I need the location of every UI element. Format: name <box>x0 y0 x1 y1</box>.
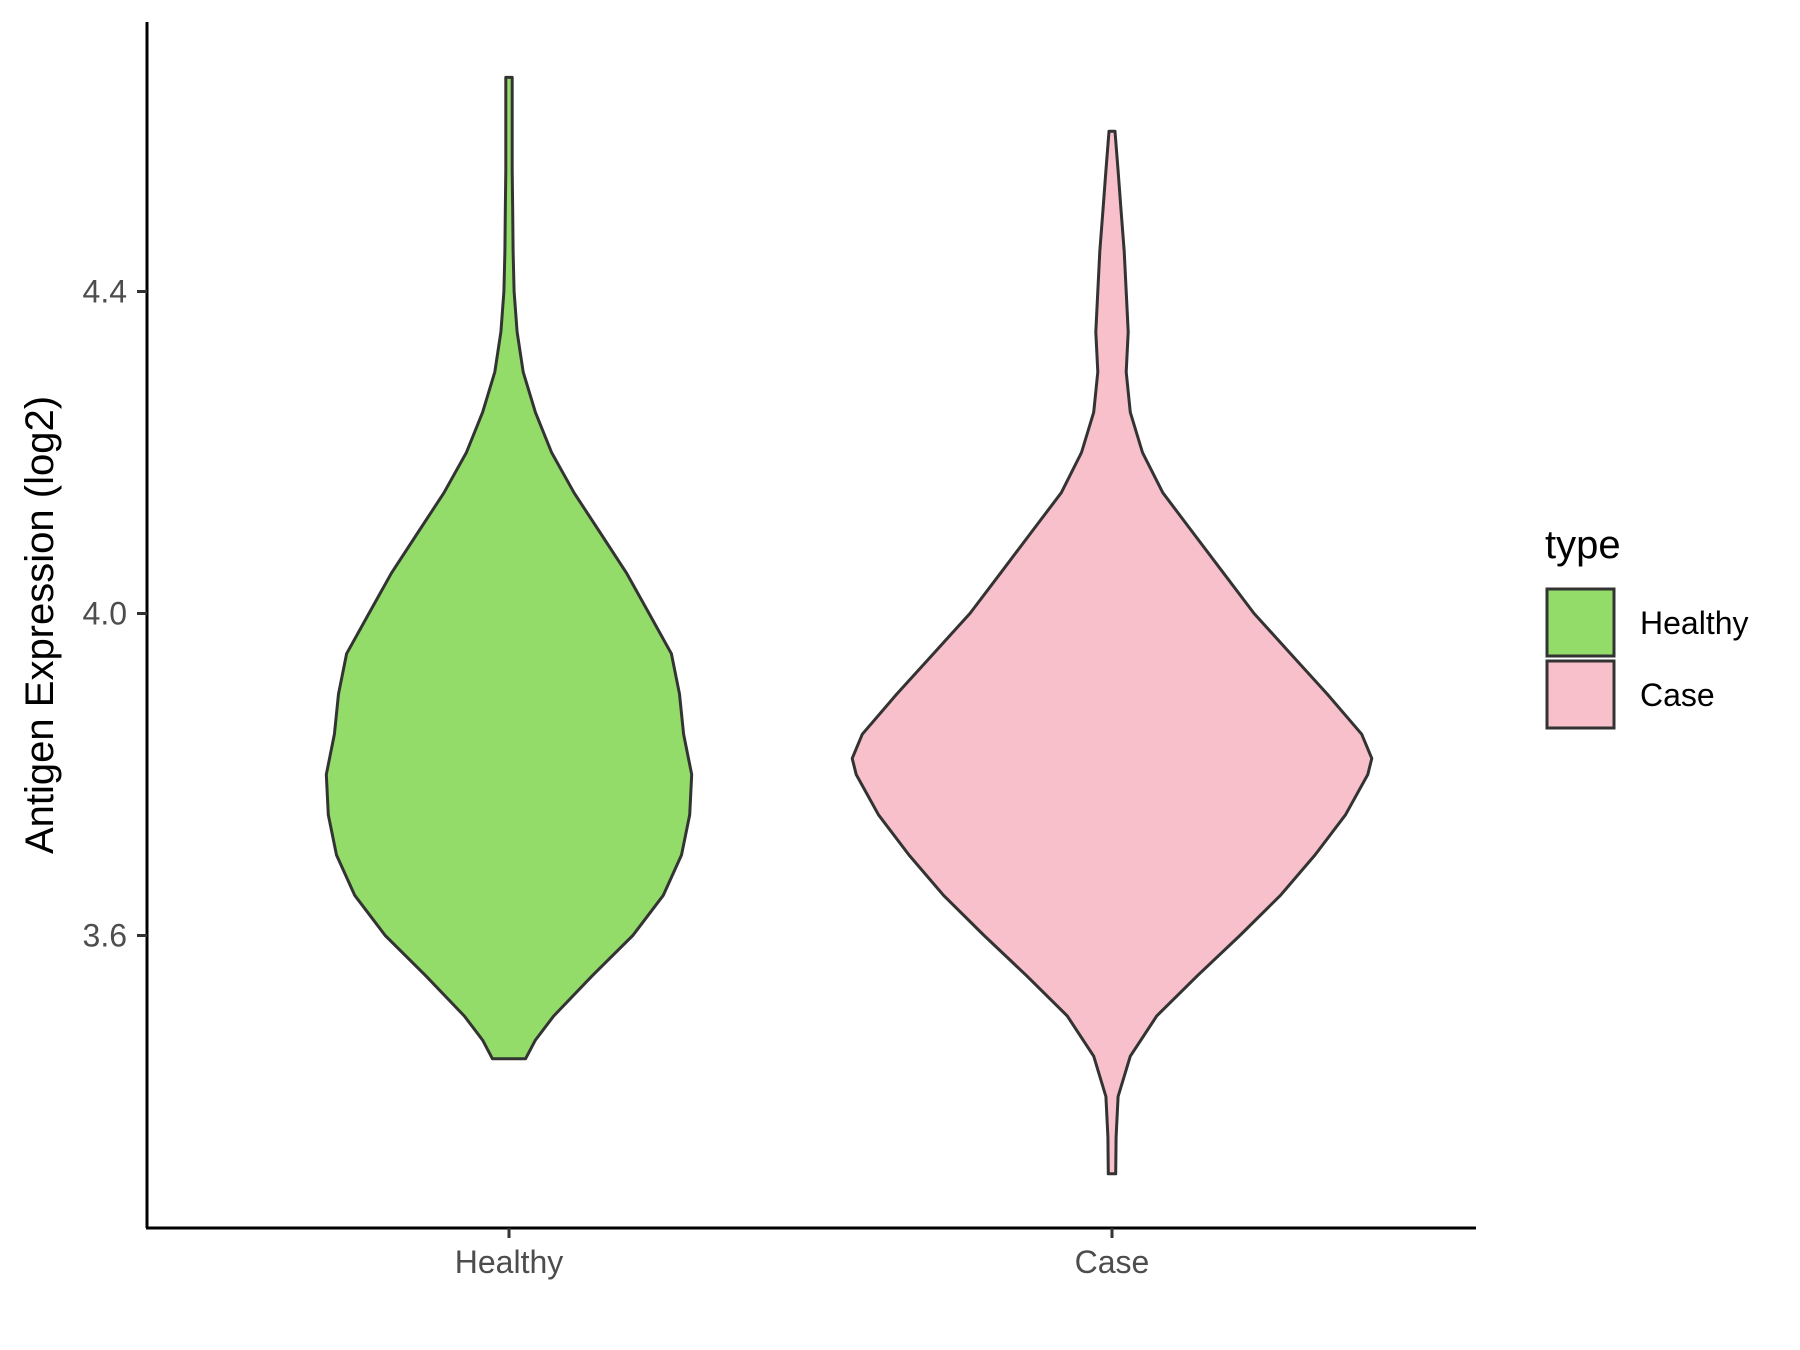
legend-title: type <box>1545 523 1621 567</box>
x-tick-label-healthy: Healthy <box>455 1244 564 1280</box>
legend-swatch-healthy <box>1545 587 1616 658</box>
violin-case <box>850 129 1374 1176</box>
y-ticks: 3.6 4.0 4.4 <box>83 274 147 954</box>
x-ticks: Healthy Case <box>455 1228 1150 1280</box>
legend: type Healthy Case <box>1545 523 1749 730</box>
y-axis-title: Antigen Expression (log2) <box>18 396 62 854</box>
legend-swatch-case <box>1545 659 1616 730</box>
y-tick-label: 4.0 <box>83 596 127 632</box>
legend-label-healthy: Healthy <box>1640 605 1749 641</box>
violin-healthy <box>324 75 694 1061</box>
y-tick-label: 3.6 <box>83 918 127 954</box>
x-tick-label-case: Case <box>1075 1244 1150 1280</box>
legend-label-case: Case <box>1640 677 1715 713</box>
y-tick-label: 4.4 <box>83 274 127 310</box>
violins-layer <box>324 75 1374 1176</box>
